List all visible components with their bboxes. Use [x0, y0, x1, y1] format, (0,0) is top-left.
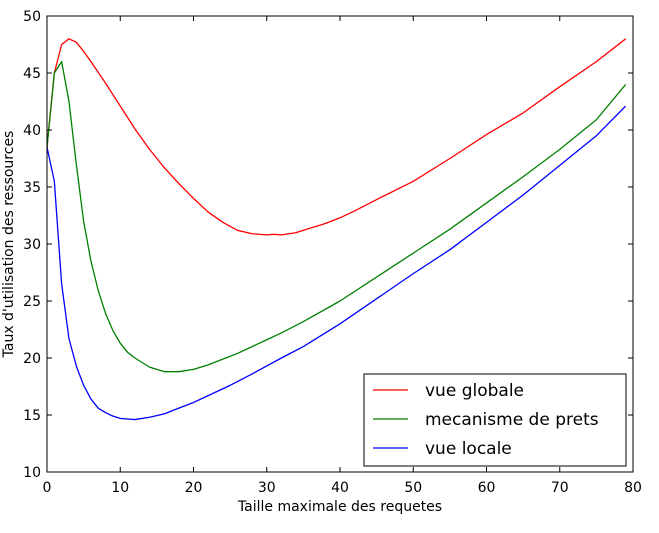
y-tick-label: 15 [23, 408, 41, 424]
legend-label-3: vue locale [425, 439, 512, 459]
legend-items: vue globale mecanisme de prets vue locale [373, 381, 599, 459]
series-line-3 [46, 105, 627, 421]
y-tick-label: 25 [23, 294, 41, 310]
x-tick-label: 60 [478, 480, 496, 496]
series-line-2 [46, 60, 627, 373]
y-tick-label: 35 [23, 180, 41, 196]
y-tick-label: 50 [23, 9, 41, 25]
series-line-1 [46, 38, 627, 236]
y-axis-label: Taux d'utilisation des ressources [1, 131, 17, 359]
legend-box [363, 373, 627, 467]
y-tick-label: 10 [23, 465, 41, 481]
y-tick-label: 45 [23, 66, 41, 82]
x-tick-label: 30 [258, 480, 276, 496]
legend: vue globale mecanisme de prets vue locale [363, 373, 627, 467]
legend-label-2: mecanisme de prets [425, 410, 599, 430]
y-tick-label: 30 [23, 237, 41, 253]
x-tick-label: 50 [404, 480, 422, 496]
y-tick-label: 40 [23, 123, 41, 139]
x-tick-label: 10 [111, 480, 129, 496]
x-tick-label: 0 [43, 480, 52, 496]
x-tick-label: 20 [185, 480, 203, 496]
y-tick-label: 20 [23, 351, 41, 367]
legend-label-1: vue globale [425, 381, 524, 401]
x-tick-label: 40 [331, 480, 349, 496]
x-axis-label: Taille maximale des requetes [237, 499, 442, 515]
series-layer [46, 38, 627, 421]
x-tick-label: 80 [624, 480, 642, 496]
x-tick-label: 70 [551, 480, 569, 496]
